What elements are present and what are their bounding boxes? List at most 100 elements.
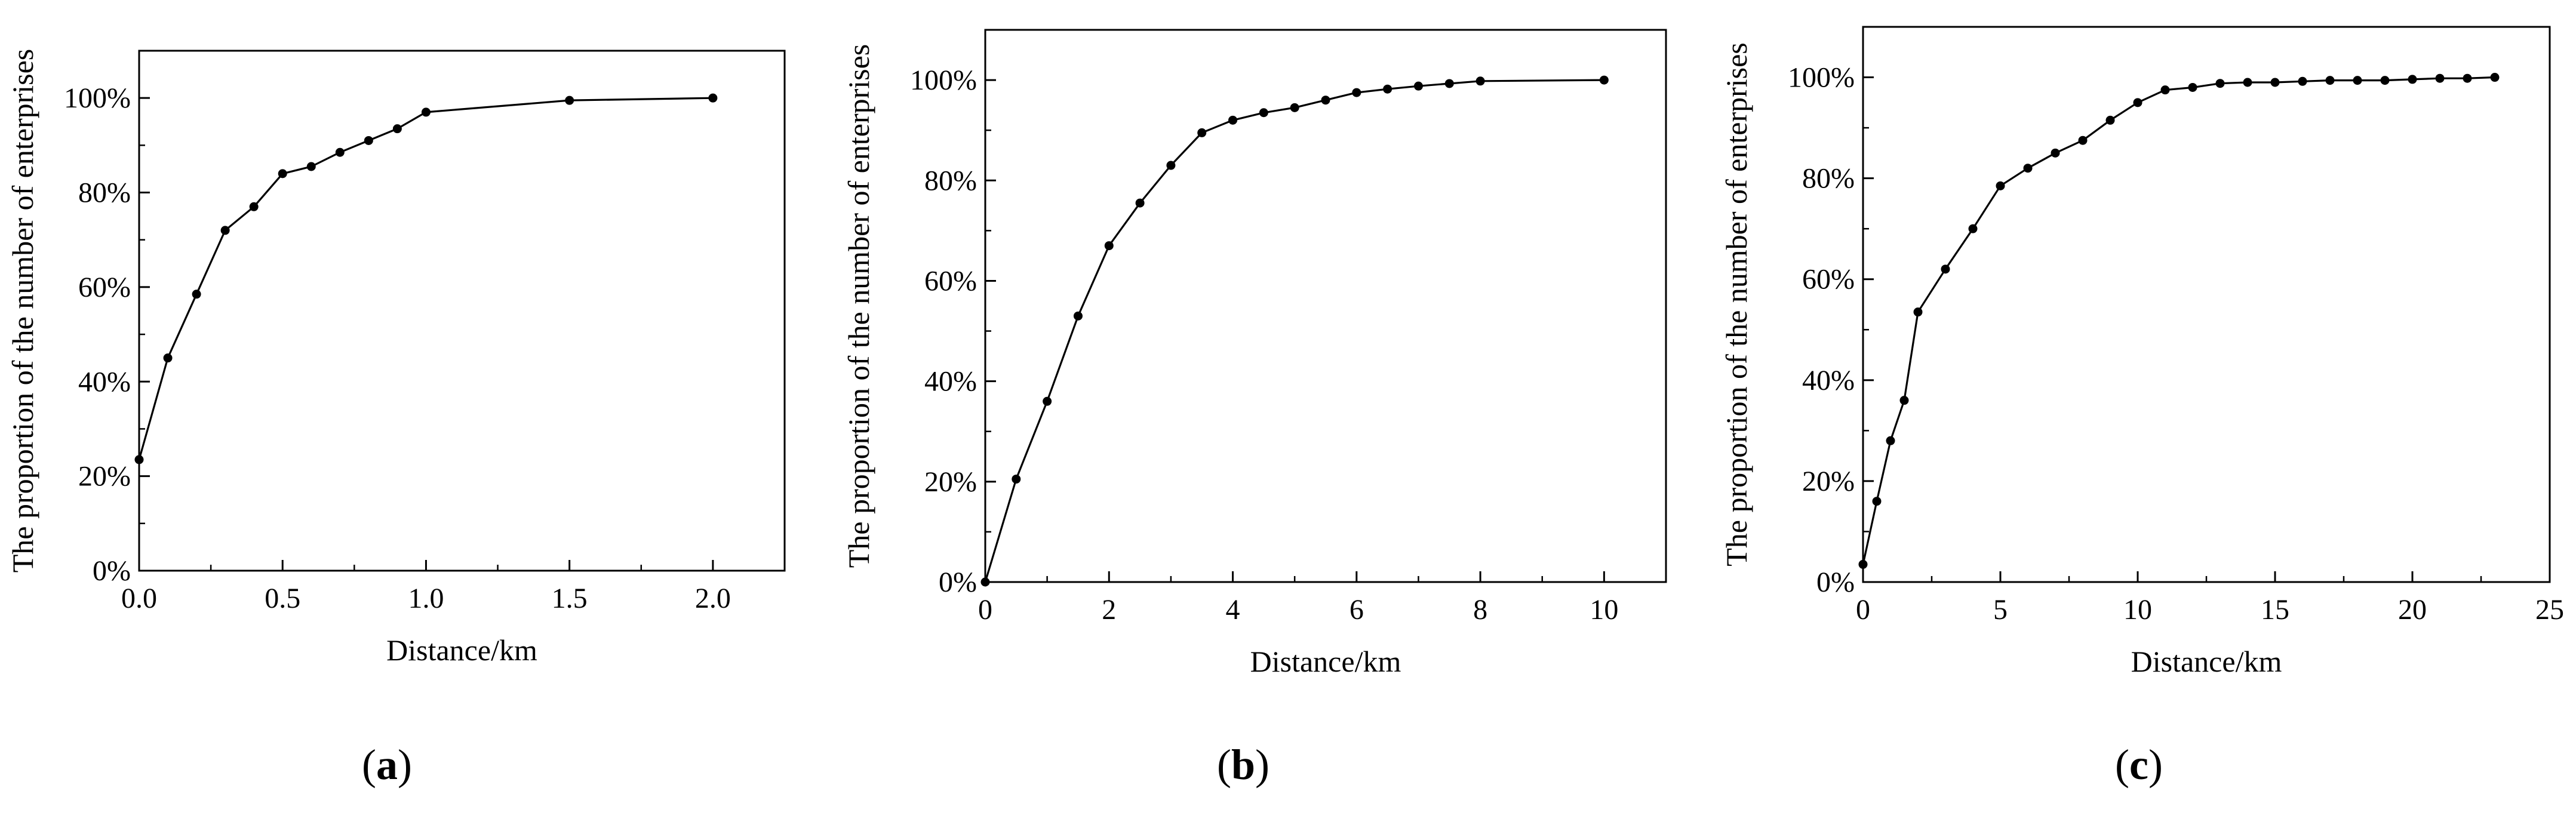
data-point [220,226,230,235]
data-point [1996,181,2005,190]
y-tick-label: 0% [93,555,131,587]
data-point [708,93,718,103]
x-tick-label: 1.0 [408,583,444,614]
plot-frame [984,29,1667,583]
y-tick-label: 20% [924,466,977,498]
y-tick-label: 40% [1802,365,1855,396]
data-point [1899,396,1909,405]
data-point [2160,85,2170,95]
data-point [565,96,574,105]
x-tick-label: 0 [1856,594,1870,626]
data-point [163,353,173,363]
x-axis-title: Distance/km [2131,645,2282,678]
data-point [2023,164,2033,173]
data-point [1872,497,1882,506]
x-tick-label: 0 [978,594,992,626]
data-point [2215,79,2225,88]
data-point [1599,75,1609,85]
data-point [1886,436,1895,445]
y-tick-label: 100% [910,64,977,96]
data-point [278,169,287,178]
x-tick-label: 0.5 [265,583,300,614]
data-point [1858,559,1868,569]
y-tick-label: 60% [1802,264,1855,295]
data-point [1383,84,1392,94]
data-point [335,147,345,157]
data-point [1135,198,1145,208]
plot-frame [138,50,786,572]
data-point [1475,76,1485,86]
data-point [1941,264,1950,274]
x-axis-title: Distance/km [386,633,537,667]
data-point [1444,79,1454,88]
data-point [2188,82,2197,92]
panel-label: (b) [1217,741,1269,789]
data-point [2105,115,2115,125]
x-tick-label: 10 [1590,594,1618,626]
data-point [2243,78,2252,87]
data-point [392,124,402,134]
y-tick-label: 80% [78,177,131,209]
y-axis-title: The proportion of the number of enterpri… [6,49,39,573]
data-point [1104,241,1114,251]
data-point [1413,81,1423,91]
y-tick-label: 20% [1802,466,1855,497]
data-point [1352,88,1361,97]
data-point [192,290,201,299]
panel-label: (a) [362,741,412,789]
data-point [1166,161,1176,170]
data-point [2435,73,2445,83]
chart-panel-c: 0 5 10 15 20 25 0% 20% 40% 60% 80% 100% Distance/km T… [1720,26,2564,789]
data-point [1043,396,1052,406]
data-point [1913,307,1923,317]
y-tick-label: 100% [64,82,131,114]
data-point [364,136,373,145]
y-tick-label: 40% [924,366,977,398]
y-tick-label: 20% [78,461,131,492]
series-line [138,97,713,460]
data-point [2051,148,2060,158]
data-point [2463,73,2472,83]
y-axis-title: The proportion of the number of enterpri… [1720,42,1753,567]
x-tick-label: 20 [2398,594,2427,626]
y-axis-title: The proportion of the number of enterpri… [842,44,875,568]
x-tick-label: 8 [1473,594,1487,626]
x-tick-label: 2.0 [695,583,731,614]
y-tick-label: 60% [78,272,131,303]
y-tick-label: 60% [924,265,977,297]
data-point [2380,76,2390,85]
data-point [2270,78,2280,87]
data-point [1259,108,1268,118]
x-tick-label: 4 [1226,594,1240,626]
chart-panel-b: 0 2 4 6 8 100%20%40%60%80%100%Distance/kmThe … [842,29,1667,789]
series-line [984,79,1604,583]
x-tick-label: 1.5 [552,583,588,614]
x-tick-label: 0.0 [121,583,157,614]
data-point [2133,98,2142,107]
data-point [306,162,316,171]
x-tick-label: 25 [2535,594,2564,626]
data-point [980,577,990,587]
data-point [2298,76,2307,86]
panel-label: (c) [2115,741,2163,789]
data-point [2078,136,2088,145]
y-tick-label: 0% [1816,567,1855,598]
y-tick-label: 80% [1802,163,1855,195]
x-tick-label: 6 [1350,594,1364,626]
data-point [2353,76,2362,85]
x-tick-label: 10 [2123,594,2152,626]
y-tick-label: 40% [78,366,131,398]
data-point [134,455,144,464]
plot-frame [1862,26,2551,583]
data-point [2490,73,2500,82]
data-point [249,202,259,211]
x-axis-title: Distance/km [1250,645,1401,678]
data-point [2325,76,2335,85]
data-point [1228,115,1238,125]
data-point [1012,475,1021,484]
data-point [421,107,431,117]
y-tick-label: 100% [1788,62,1855,94]
data-point [1073,311,1083,321]
chart-panel-a: 0.0 0.5 1.0 1.5 2.0 0% 20% 40% 60% 80% 100% Distanc… [6,49,786,789]
